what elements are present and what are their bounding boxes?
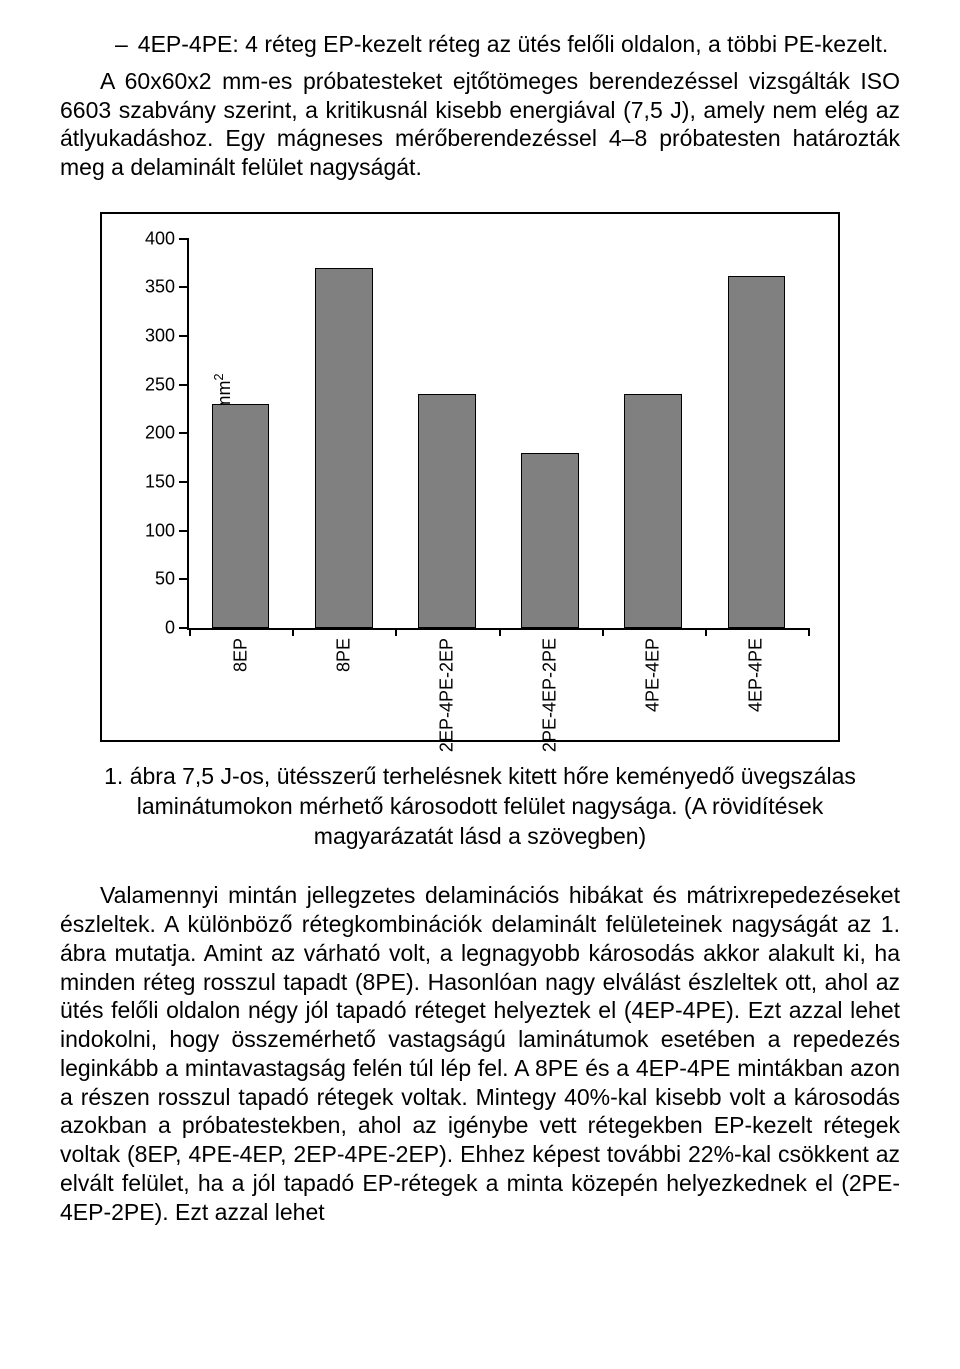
y-tick [179,481,189,483]
x-tick [189,628,191,636]
x-tick-label: 8EP [230,638,251,672]
y-tick-label: 300 [145,326,175,347]
y-tick [179,238,189,240]
bar [212,404,270,628]
paragraph-1: A 60x60x2 mm-es próbatesteket ejtőtömege… [60,67,900,182]
x-tick-label: 2EP-4PE-2EP [436,638,457,752]
y-tick-label: 100 [145,520,175,541]
y-tick-label: 400 [145,228,175,249]
x-tick-label: 8PE [333,638,354,672]
list-item: – 4EP-4PE: 4 réteg EP-kezelt réteg az üt… [115,30,900,59]
chart-plot-area: 0501001502002503003504008EP8PE2EP-4PE-2E… [187,239,808,630]
x-tick [808,628,810,636]
y-tick-label: 350 [145,277,175,298]
bar [418,394,476,627]
bar [624,394,682,627]
bar [315,268,373,628]
y-tick-label: 50 [155,569,175,590]
chart-container: rétegelválás felülete, mm2 0501001502002… [100,212,840,742]
bar [521,453,579,628]
y-tick [179,530,189,532]
x-tick [499,628,501,636]
y-tick [179,432,189,434]
x-tick-label: 2PE-4EP-2PE [540,638,561,752]
y-tick-label: 200 [145,423,175,444]
x-tick-label: 4EP-4PE [746,638,767,712]
y-tick [179,627,189,629]
bullet: – [115,30,128,59]
paragraph-2: Valamennyi mintán jellegzetes delamináci… [60,881,900,1226]
x-tick [602,628,604,636]
x-tick [292,628,294,636]
y-tick [179,578,189,580]
y-tick [179,335,189,337]
figure-caption: 1. ábra 7,5 J-os, ütésszerű terhelésnek … [100,762,860,852]
y-tick [179,384,189,386]
y-tick-label: 0 [165,617,175,638]
y-tick-label: 150 [145,471,175,492]
y-tick [179,286,189,288]
list-item-text: 4EP-4PE: 4 réteg EP-kezelt réteg az ütés… [138,30,888,59]
x-tick [705,628,707,636]
x-tick [395,628,397,636]
y-tick-label: 250 [145,374,175,395]
x-tick-label: 4PE-4EP [643,638,664,712]
bar [728,276,786,628]
